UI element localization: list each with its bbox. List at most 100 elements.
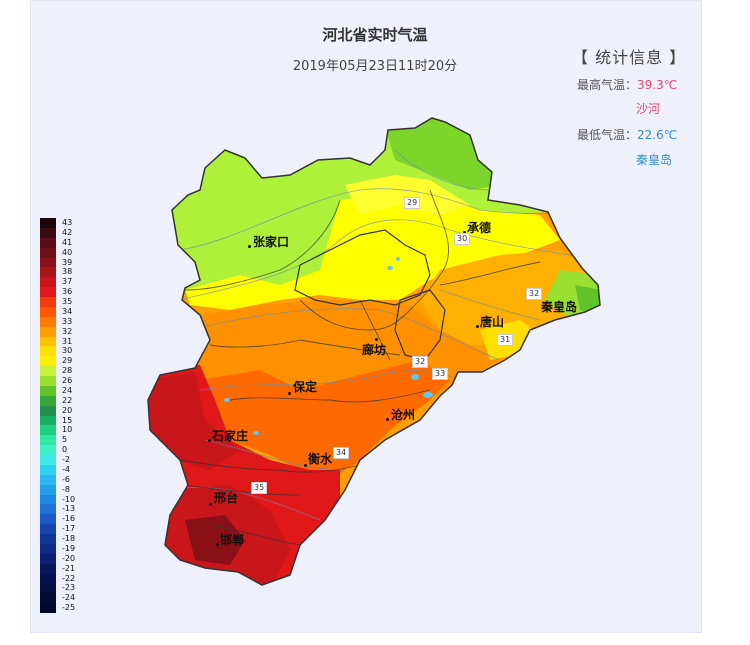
legend-label: -2 [62,455,70,464]
city-label-handan[interactable]: 邯郸 [220,533,245,547]
legend-swatch [40,514,56,525]
legend-swatch [40,395,56,406]
legend-label: 41 [62,237,73,247]
legend-label: 35 [62,297,73,306]
min-temp-value: 22.6℃ [637,128,678,142]
legend-swatch [40,603,56,613]
legend-label: -6 [62,474,70,484]
legend-labels: 43 42 41 40 39 38 37 36 35 34 33 32 31 30 29 28 26 24 22 20… [62,218,75,613]
legend-label: -4 [62,464,70,474]
legend-swatch [40,405,56,416]
legend-swatch [40,593,56,604]
legend-color-bar [40,218,56,613]
city-label-cangzhou[interactable]: 沧州 [391,408,416,422]
legend-label: 26 [62,376,73,385]
isotherm-label: 34 [333,447,350,459]
max-temp-value: 39.3℃ [637,78,678,92]
city-dot-langfang [375,338,378,341]
legend-swatch [40,287,56,297]
legend-swatch [40,316,56,327]
legend-swatch [40,553,56,564]
city-label-qinhuangdao[interactable]: 秦皇岛 [541,300,578,314]
legend-label: 31 [62,336,73,346]
isotherm-label: 31 [497,334,514,346]
legend-swatch [40,267,56,278]
legend-swatch [40,474,56,485]
legend-label: -13 [62,504,76,514]
city-dot-chengde [463,231,466,234]
legend-swatch [40,573,56,584]
legend-label: 29 [62,356,73,366]
legend-label: -21 [62,563,76,573]
legend-label: 38 [62,267,73,277]
legend-label: -8 [62,484,70,494]
legend-label: 39 [62,257,73,267]
legend-swatch [40,455,56,465]
city-dot-zhangjiakou [248,245,251,248]
city-label-tangshan[interactable]: 唐山 [480,315,505,329]
legend-label: -25 [62,603,76,613]
city-label-langfang[interactable]: 廊坊 [362,343,387,357]
city-dot-tangshan [476,325,479,328]
city-label-baoding[interactable]: 保定 [293,380,318,394]
legend-swatch [40,435,56,446]
legend-label: 0 [62,445,68,455]
legend-label: 5 [62,435,68,445]
legend-label: 22 [62,395,73,405]
legend-label: -18 [62,534,76,543]
legend-swatch [40,504,56,515]
city-dot-baoding [288,392,291,395]
legend-swatch [40,346,56,357]
isotherm-label: 32 [412,356,429,368]
legend-label: -16 [62,514,76,524]
isotherm-label: 33 [432,368,449,380]
min-temp-city: 秦皇岛 [636,153,673,167]
city-dot-hengshui [304,464,307,467]
legend-label: 42 [62,227,73,237]
legend-swatch [40,247,56,258]
legend-swatch [40,218,56,228]
legend-swatch [40,524,56,534]
map-title: 河北省实时气温 [322,26,428,44]
city-dot-handan [216,543,219,546]
legend-swatch [40,336,56,347]
city-label-chengde[interactable]: 承德 [467,221,492,235]
legend-label: -17 [62,524,76,534]
legend-swatch [40,306,56,317]
legend-swatch [40,445,56,455]
legend-swatch [40,385,56,396]
isotherm-label: 32 [526,288,543,300]
legend-label: 28 [62,366,73,376]
legend-swatch [40,583,56,594]
legend-label: 10 [62,425,73,435]
isotherm-label: 29 [404,197,421,209]
max-temp-city: 沙河 [636,102,661,116]
legend-label: -10 [62,494,76,504]
city-label-shijiazhuang[interactable]: 石家庄 [212,429,249,443]
legend-swatch [40,227,56,238]
max-temp-row: 最高气温：39.3℃ [577,76,677,93]
legend-label: -23 [62,583,76,593]
city-label-xingtai[interactable]: 邢台 [214,491,239,505]
city-dot-shijiazhuang [208,439,211,442]
city-label-hengshui[interactable]: 衡水 [308,452,333,466]
temperature-field [148,118,600,585]
legend-label: 15 [62,415,73,425]
city-label-zhangjiakou[interactable]: 张家口 [253,235,290,249]
legend-swatch [40,484,56,495]
legend-label: 30 [62,346,73,356]
legend-swatch [40,563,56,574]
legend-label: 40 [62,247,73,257]
legend-label: -19 [62,543,76,553]
legend-label: 32 [62,326,73,336]
legend-swatch [40,356,56,367]
legend-label: 37 [62,277,73,287]
legend-swatch [40,464,56,475]
legend-swatch [40,415,56,426]
legend-swatch [40,494,56,505]
legend-swatch [40,237,56,248]
legend-label: -24 [62,593,76,603]
legend-swatch [40,534,56,544]
legend-label: 24 [62,385,73,395]
legend-label: -22 [62,573,76,583]
